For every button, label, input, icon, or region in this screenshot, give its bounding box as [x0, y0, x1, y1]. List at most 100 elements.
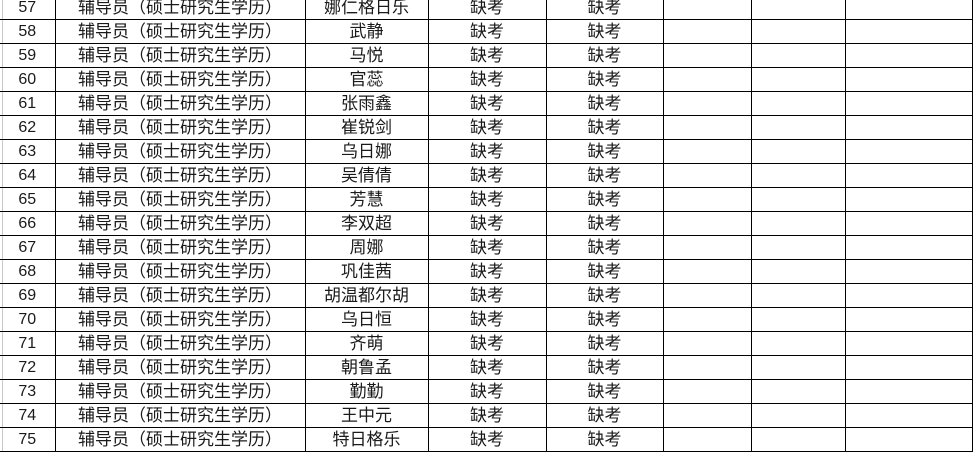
cell-score-2[interactable]: 缺考 [546, 187, 664, 212]
cell-empty[interactable] [663, 187, 752, 212]
cell-name[interactable]: 张雨鑫 [305, 91, 429, 116]
cell-number[interactable]: 61 [0, 91, 56, 116]
cell-empty[interactable] [751, 19, 846, 44]
cell-empty[interactable] [845, 91, 973, 116]
cell-position[interactable]: 辅导员（硕士研究生学历） [55, 115, 306, 140]
cell-score-1[interactable]: 缺考 [428, 163, 547, 188]
cell-empty[interactable] [845, 211, 973, 236]
cell-empty[interactable] [663, 307, 752, 332]
cell-empty[interactable] [845, 163, 973, 188]
cell-position[interactable]: 辅导员（硕士研究生学历） [55, 0, 306, 20]
cell-number[interactable]: 69 [0, 283, 56, 308]
cell-empty[interactable] [845, 331, 973, 356]
cell-number[interactable]: 60 [0, 67, 56, 92]
cell-score-1[interactable]: 缺考 [428, 43, 547, 68]
cell-score-1[interactable]: 缺考 [428, 355, 547, 380]
cell-empty[interactable] [751, 187, 846, 212]
cell-score-2[interactable]: 缺考 [546, 43, 664, 68]
cell-score-1[interactable]: 缺考 [428, 0, 547, 20]
cell-empty[interactable] [663, 427, 752, 452]
cell-score-1[interactable]: 缺考 [428, 91, 547, 116]
cell-name[interactable]: 王中元 [305, 403, 429, 428]
cell-position[interactable]: 辅导员（硕士研究生学历） [55, 187, 306, 212]
cell-empty[interactable] [845, 0, 973, 20]
cell-name[interactable]: 官蕊 [305, 67, 429, 92]
cell-number[interactable]: 63 [0, 139, 56, 164]
cell-score-2[interactable]: 缺考 [546, 355, 664, 380]
cell-empty[interactable] [751, 379, 846, 404]
cell-empty[interactable] [663, 91, 752, 116]
cell-score-1[interactable]: 缺考 [428, 19, 547, 44]
cell-score-1[interactable]: 缺考 [428, 235, 547, 260]
cell-score-1[interactable]: 缺考 [428, 67, 547, 92]
cell-empty[interactable] [751, 283, 846, 308]
cell-score-2[interactable]: 缺考 [546, 91, 664, 116]
cell-empty[interactable] [751, 91, 846, 116]
cell-empty[interactable] [663, 67, 752, 92]
cell-score-1[interactable]: 缺考 [428, 403, 547, 428]
cell-empty[interactable] [751, 307, 846, 332]
cell-empty[interactable] [845, 115, 973, 140]
cell-score-1[interactable]: 缺考 [428, 187, 547, 212]
cell-empty[interactable] [751, 0, 846, 20]
cell-empty[interactable] [845, 379, 973, 404]
cell-empty[interactable] [751, 163, 846, 188]
cell-name[interactable]: 胡温都尔胡 [305, 283, 429, 308]
cell-position[interactable]: 辅导员（硕士研究生学历） [55, 67, 306, 92]
cell-score-1[interactable]: 缺考 [428, 115, 547, 140]
cell-name[interactable]: 周娜 [305, 235, 429, 260]
cell-score-2[interactable]: 缺考 [546, 19, 664, 44]
cell-name[interactable]: 乌日娜 [305, 139, 429, 164]
cell-empty[interactable] [663, 163, 752, 188]
cell-empty[interactable] [663, 355, 752, 380]
cell-position[interactable]: 辅导员（硕士研究生学历） [55, 403, 306, 428]
cell-number[interactable]: 72 [0, 355, 56, 380]
cell-name[interactable]: 朝鲁孟 [305, 355, 429, 380]
cell-score-1[interactable]: 缺考 [428, 307, 547, 332]
cell-position[interactable]: 辅导员（硕士研究生学历） [55, 139, 306, 164]
cell-number[interactable]: 71 [0, 331, 56, 356]
cell-number[interactable]: 74 [0, 403, 56, 428]
cell-empty[interactable] [845, 403, 973, 428]
cell-number[interactable]: 73 [0, 379, 56, 404]
cell-score-2[interactable]: 缺考 [546, 307, 664, 332]
cell-position[interactable]: 辅导员（硕士研究生学历） [55, 91, 306, 116]
cell-position[interactable]: 辅导员（硕士研究生学历） [55, 19, 306, 44]
cell-number[interactable]: 75 [0, 427, 56, 452]
cell-number[interactable]: 65 [0, 187, 56, 212]
cell-empty[interactable] [845, 307, 973, 332]
cell-score-2[interactable]: 缺考 [546, 427, 664, 452]
cell-empty[interactable] [663, 115, 752, 140]
cell-position[interactable]: 辅导员（硕士研究生学历） [55, 331, 306, 356]
cell-empty[interactable] [663, 259, 752, 284]
cell-empty[interactable] [663, 379, 752, 404]
cell-name[interactable]: 娜仁格日乐 [305, 0, 429, 20]
cell-position[interactable]: 辅导员（硕士研究生学历） [55, 355, 306, 380]
cell-name[interactable]: 芳慧 [305, 187, 429, 212]
cell-score-1[interactable]: 缺考 [428, 427, 547, 452]
cell-score-2[interactable]: 缺考 [546, 0, 664, 20]
cell-number[interactable]: 66 [0, 211, 56, 236]
cell-number[interactable]: 64 [0, 163, 56, 188]
cell-empty[interactable] [751, 67, 846, 92]
cell-empty[interactable] [663, 0, 752, 20]
cell-empty[interactable] [663, 403, 752, 428]
cell-empty[interactable] [845, 235, 973, 260]
cell-name[interactable]: 李双超 [305, 211, 429, 236]
cell-position[interactable]: 辅导员（硕士研究生学历） [55, 163, 306, 188]
cell-name[interactable]: 特日格乐 [305, 427, 429, 452]
cell-score-1[interactable]: 缺考 [428, 283, 547, 308]
cell-score-2[interactable]: 缺考 [546, 211, 664, 236]
cell-score-1[interactable]: 缺考 [428, 211, 547, 236]
cell-empty[interactable] [663, 19, 752, 44]
cell-empty[interactable] [663, 211, 752, 236]
cell-name[interactable]: 崔锐剑 [305, 115, 429, 140]
cell-name[interactable]: 齐萌 [305, 331, 429, 356]
cell-empty[interactable] [845, 19, 973, 44]
cell-empty[interactable] [751, 427, 846, 452]
cell-position[interactable]: 辅导员（硕士研究生学历） [55, 427, 306, 452]
cell-position[interactable]: 辅导员（硕士研究生学历） [55, 259, 306, 284]
cell-name[interactable]: 武静 [305, 19, 429, 44]
cell-empty[interactable] [751, 259, 846, 284]
cell-empty[interactable] [845, 139, 973, 164]
